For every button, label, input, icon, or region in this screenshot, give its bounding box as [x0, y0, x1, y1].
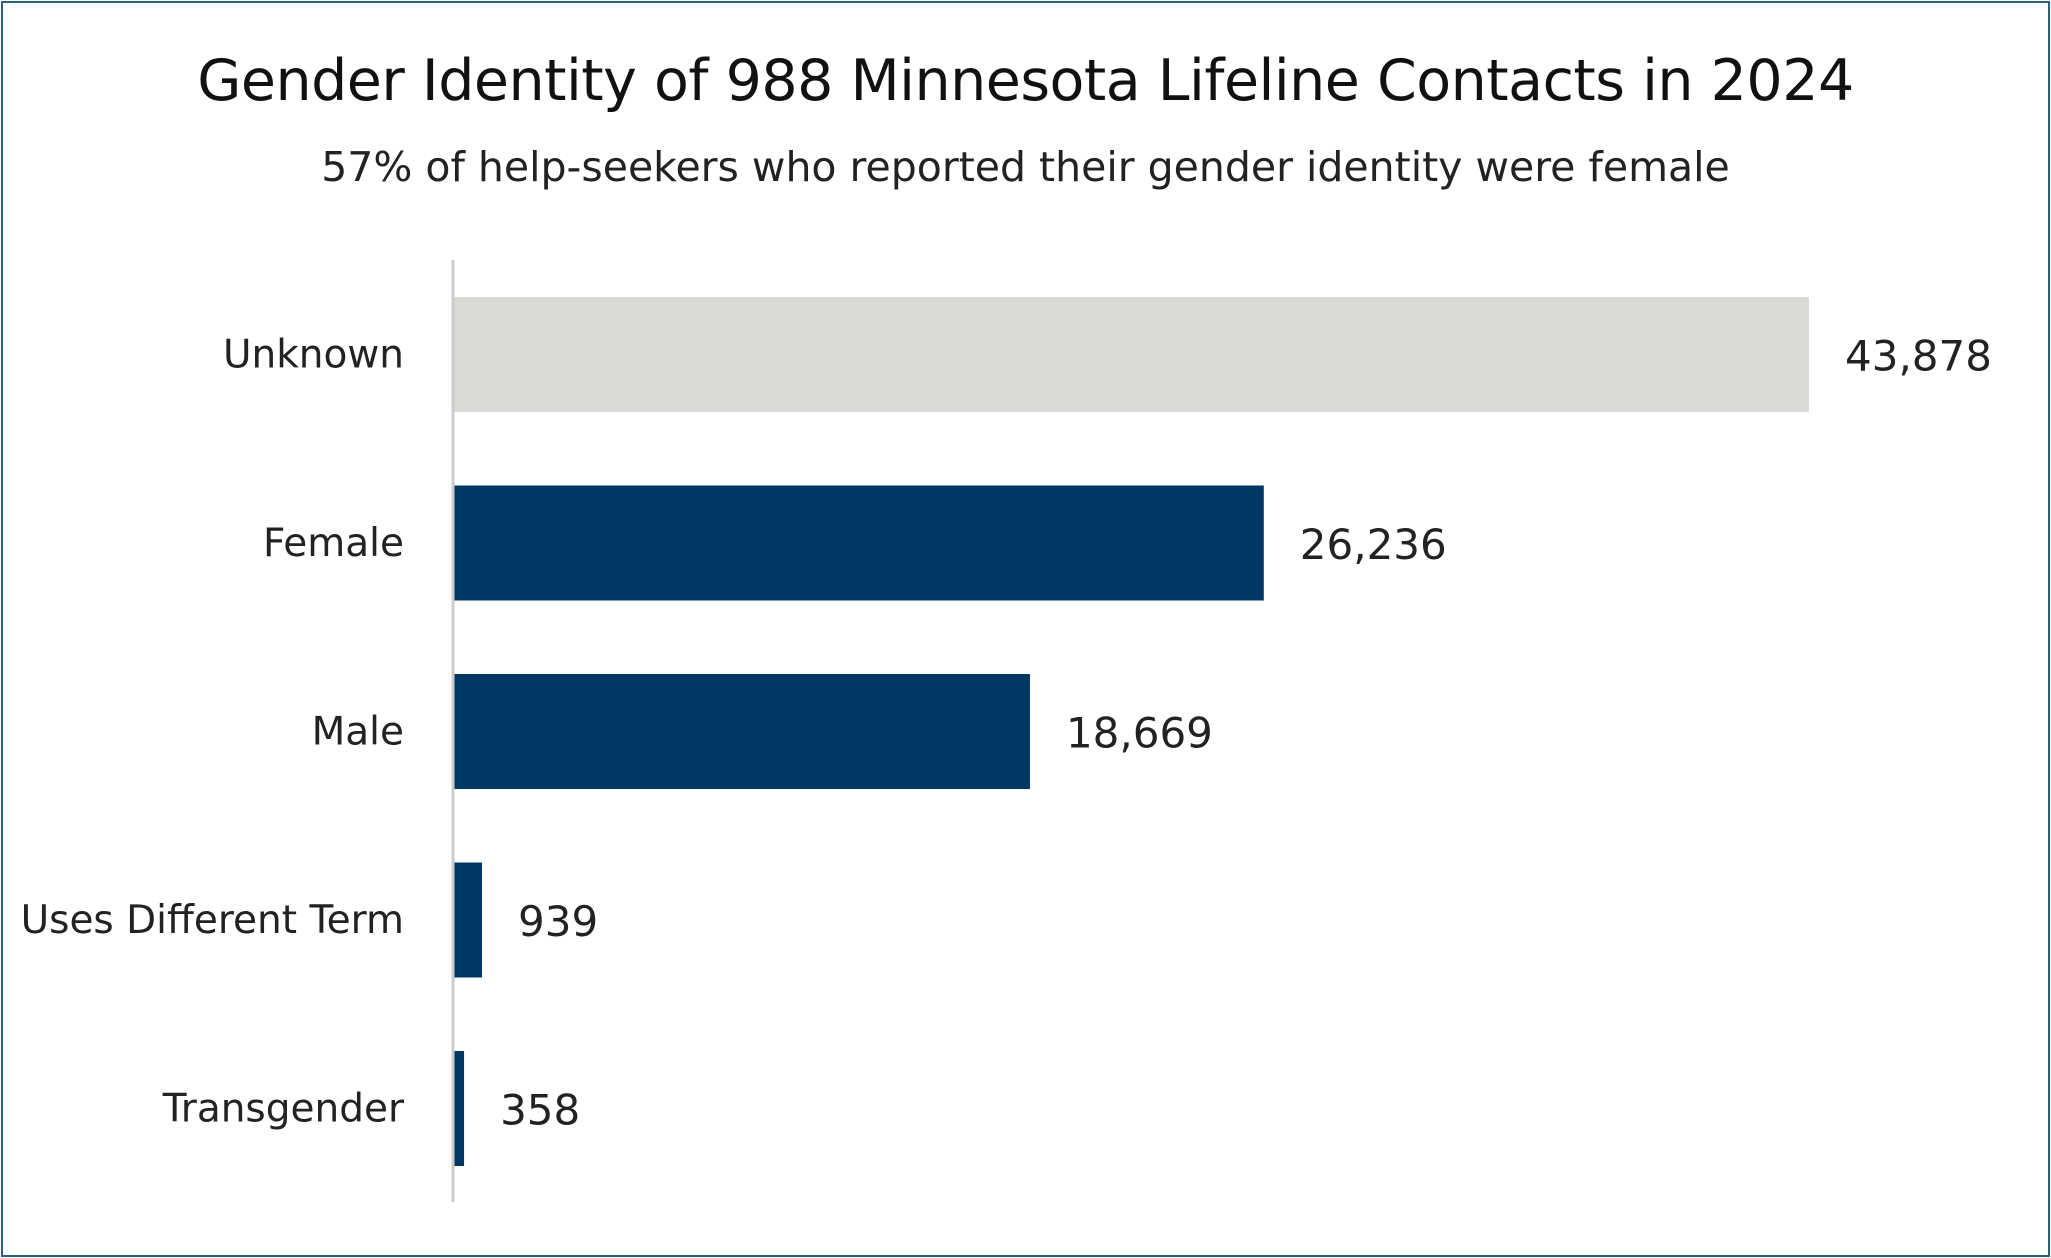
bars-group: [453, 297, 1809, 1166]
category-label-uses-different-term: Uses Different Term: [21, 898, 404, 943]
value-labels: 43,878 26,236 18,669 939 358: [500, 332, 1992, 1135]
value-label-transgender: 358: [500, 1086, 580, 1135]
category-label-transgender: Transgender: [162, 1087, 405, 1132]
bar-transgender: [453, 1051, 465, 1166]
bar-unknown: [453, 297, 1809, 412]
value-label-male: 18,669: [1066, 709, 1213, 758]
value-label-uses-different-term: 939: [518, 897, 598, 946]
category-label-unknown: Unknown: [223, 333, 404, 378]
bar-male: [453, 674, 1030, 789]
value-label-female: 26,236: [1300, 520, 1447, 569]
category-labels: Unknown Female Male Uses Different Term Tran…: [21, 333, 405, 1132]
category-label-female: Female: [263, 521, 404, 566]
category-label-male: Male: [312, 710, 404, 755]
value-label-unknown: 43,878: [1845, 332, 1992, 381]
bar-uses-different-term: [453, 862, 483, 978]
chart-subtitle: 57% of help-seekers who reported their g…: [321, 143, 1730, 191]
chart-title: Gender Identity of 988 Minnesota Lifelin…: [197, 48, 1854, 114]
bar-female: [453, 485, 1264, 601]
